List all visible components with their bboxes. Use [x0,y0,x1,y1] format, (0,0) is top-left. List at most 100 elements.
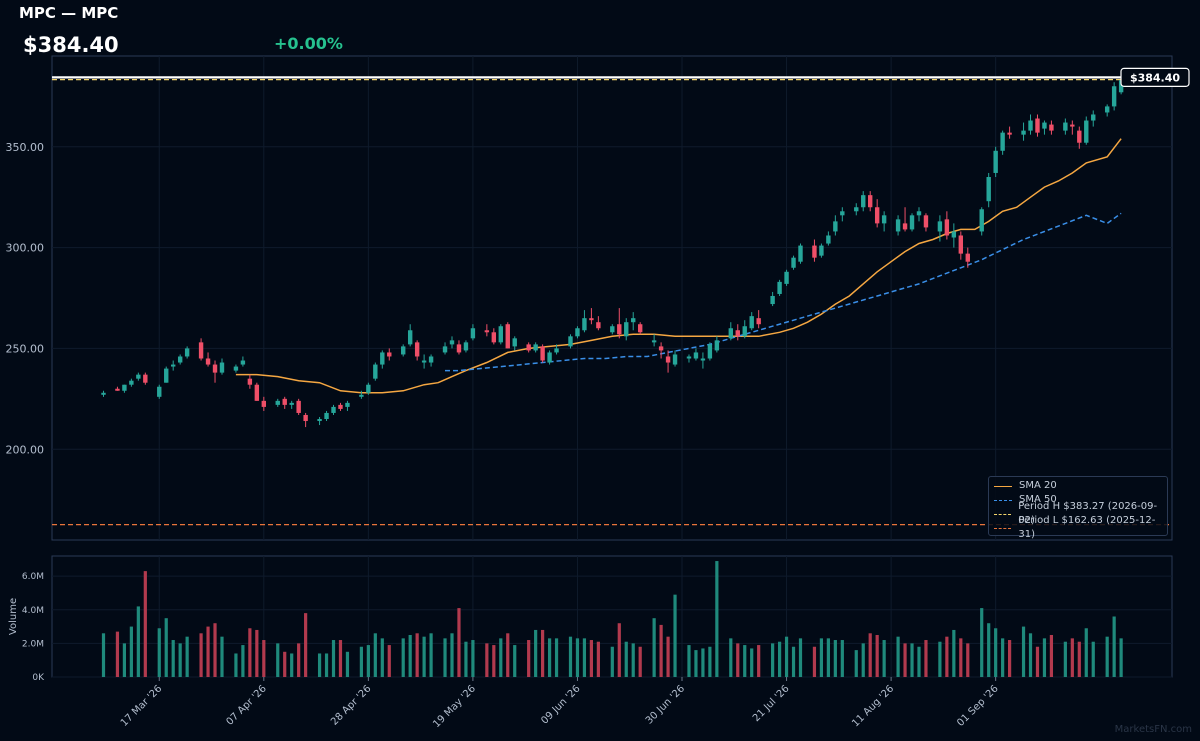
candle-body [122,384,127,391]
volume-bar [882,640,886,677]
volume-bar [206,626,210,677]
sma20-line [235,138,1122,394]
candle-body [742,326,747,337]
candle-body [143,374,148,383]
volume-bar [743,645,747,677]
volume-bar [248,628,252,677]
candle-body [749,316,754,329]
volume-bar [220,636,224,677]
candle-body [177,356,183,363]
candle-body [198,342,204,359]
volume-bar [694,650,698,677]
last-price-badge-label: $384.40 [1130,71,1180,84]
volume-bar [568,636,573,677]
candle-body [916,211,922,216]
candle-body [414,342,420,357]
volume-tick-label: 4.0M [22,606,44,616]
volume-bar [255,629,259,677]
candle-body [387,352,392,357]
volume-bar [387,645,391,677]
volume-bar [826,638,830,677]
candle-body [902,223,908,230]
candle-body [833,221,838,232]
candle-body [164,368,169,383]
candle-body [589,318,594,321]
candle-body [735,330,740,337]
candle-body [631,318,636,323]
legend-item-period-high: Period H $383.27 (2026-09-02) [989,501,1167,526]
volume-bar [701,648,705,677]
candle-body [380,352,385,365]
candle-body [1035,118,1040,133]
volume-bar [429,633,433,677]
candle-body [617,324,622,335]
candle-body [296,400,301,413]
volume-bar [513,645,517,677]
volume-bar [185,636,189,677]
volume-bar [959,638,963,677]
volume-bar [1070,638,1074,677]
volume-bar [1084,628,1088,677]
x-tick-label: 11 Aug '26 [850,683,896,729]
volume-bar [178,643,182,677]
candle-body [596,322,601,329]
volume-bar [199,633,203,677]
candle-body [1111,86,1117,107]
volume-bar [987,623,991,677]
volume-bar [966,643,970,677]
candle-body [923,215,929,228]
volume-tick-label: 0K [32,673,45,683]
candle-body [421,360,427,363]
volume-bars [101,561,1123,677]
volume-bar [276,643,280,677]
candle-body [366,384,371,393]
volume-bar [994,628,998,677]
volume-bar [596,641,600,677]
candle-body [289,402,294,405]
candle-body [470,328,476,339]
volume-bar [506,633,510,677]
candle-body [658,346,664,351]
x-tick-label: 21 Jul '26 [751,683,792,724]
volume-bar [659,624,663,677]
volume-bar [338,640,343,677]
candle-body [554,348,559,353]
price-panel [51,55,1173,541]
candle-body [303,414,308,422]
volume-bar [917,646,921,677]
volume-bar [1021,626,1026,677]
volume-bar [331,640,336,677]
x-tick-label: 28 Apr '26 [329,683,373,727]
candle-body [909,215,915,230]
volume-bar [1028,633,1033,677]
candle-body [401,346,406,355]
volume-bar [687,645,691,677]
volume-bar [422,636,426,677]
candle-body [1070,124,1075,127]
candle-body [449,340,455,345]
candle-body [854,207,859,212]
candle-body [219,362,225,373]
watermark: MarketsFN.com [1114,724,1192,735]
candle-body [568,336,573,347]
price-change: +0.00% [274,34,343,53]
candle-body [505,324,510,349]
volume-bar [408,634,412,677]
candle-body [547,352,552,363]
candle-body [205,358,211,365]
candle-body [693,352,699,359]
volume-bar [485,643,489,677]
x-tick-label: 17 Mar '26 [119,683,165,729]
volume-bar [624,641,628,677]
volume-bar [1077,641,1081,677]
candle-body [533,344,538,351]
candle-body [338,404,343,409]
volume-bar [373,633,377,677]
candle-body [442,346,448,353]
volume-bar [610,646,614,677]
candle-body [1007,132,1012,135]
candle-body [784,271,789,284]
volume-bar [324,653,329,677]
volume-bar [164,618,168,677]
